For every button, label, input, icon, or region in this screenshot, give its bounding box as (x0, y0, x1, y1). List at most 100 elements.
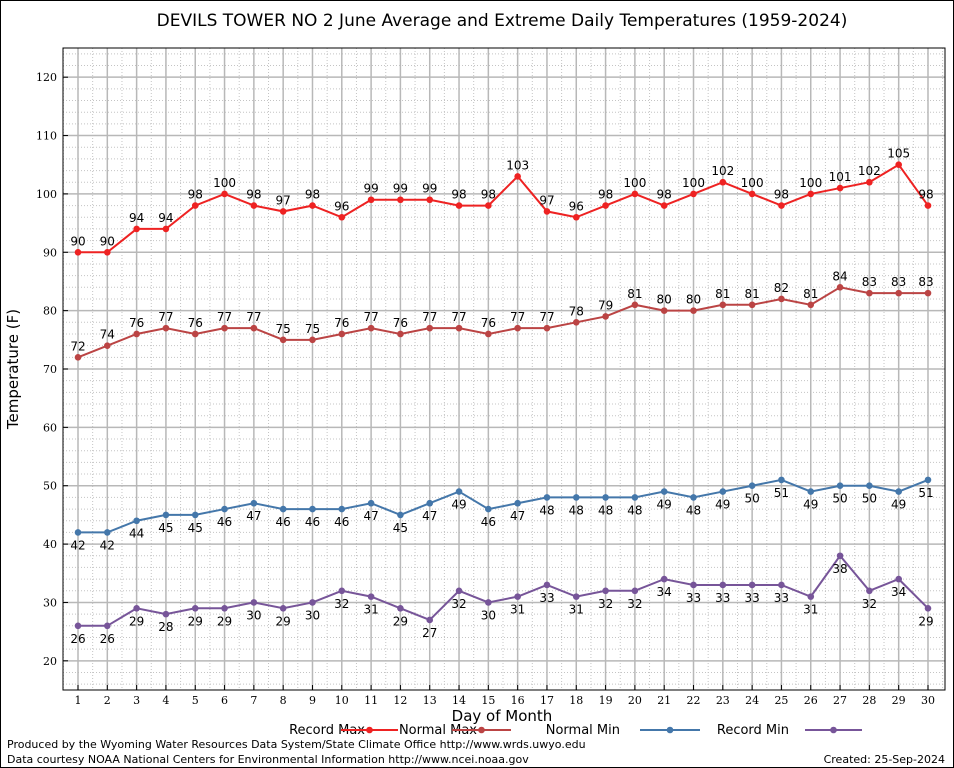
data-point-normal-max (631, 301, 639, 309)
x-tick-label: 11 (364, 694, 378, 707)
data-label-record-max: 99 (422, 182, 437, 196)
data-point-normal-max (338, 330, 346, 338)
data-label-normal-min: 44 (129, 527, 144, 541)
data-point-record-min (924, 604, 932, 612)
data-label-record-min: 30 (481, 608, 496, 622)
data-point-record-max (778, 202, 785, 209)
data-label-record-min: 26 (100, 632, 115, 646)
x-tick-label: 18 (569, 694, 583, 707)
series-line-record-max (78, 163, 929, 254)
major-grid (63, 48, 945, 690)
data-point-normal-min (895, 488, 902, 495)
data-label-record-max: 98 (598, 188, 613, 202)
data-label-record-min: 32 (334, 597, 349, 611)
footer-credit-wrds: Produced by the Wyoming Water Resources … (7, 738, 586, 751)
data-point-normal-min (133, 517, 140, 525)
x-tick-label: 16 (511, 694, 525, 707)
data-point-normal-max (514, 324, 521, 332)
data-point-record-max (367, 196, 375, 204)
series-record-min: 26 26 29 28 29 29 30 29 30 32 31 29 27 32 30 31 33 31 32 32… (70, 552, 934, 646)
legend-swatch-marker (366, 726, 373, 734)
data-point-normal-max (924, 289, 932, 297)
data-label-normal-min: 50 (862, 492, 877, 506)
data-label-normal-max: 79 (598, 298, 613, 312)
data-point-normal-min (807, 488, 815, 495)
data-label-record-min: 34 (657, 585, 672, 599)
data-point-normal-max (866, 289, 873, 297)
data-point-record-min (514, 593, 521, 600)
data-label-record-min: 33 (774, 591, 789, 605)
data-label-record-max: 98 (918, 188, 933, 202)
data-label-record-min: 33 (686, 591, 701, 605)
data-label-record-min: 38 (832, 562, 847, 576)
x-tick-label: 28 (862, 694, 876, 707)
data-point-record-min (660, 575, 668, 583)
data-label-record-min: 31 (569, 603, 584, 617)
data-label-normal-max: 77 (539, 310, 554, 324)
data-label-normal-max: 83 (862, 275, 877, 289)
data-point-normal-min (543, 494, 551, 501)
data-point-record-min (895, 575, 902, 583)
data-label-normal-max: 77 (510, 310, 525, 324)
data-label-normal-min: 45 (188, 521, 203, 535)
legend-swatch-marker (478, 726, 485, 734)
x-tick-label: 25 (774, 694, 788, 707)
data-label-record-max: 90 (70, 234, 85, 248)
data-point-normal-max (485, 330, 492, 338)
data-label-normal-max: 80 (686, 293, 701, 307)
series-layer: 90 90 94 94 98 100 98 97 98 96 99 99 99 98 98 103 97 96 98… (70, 147, 933, 646)
data-label-normal-min: 47 (363, 509, 378, 523)
data-label-normal-min: 51 (918, 486, 933, 500)
data-point-record-max (162, 225, 170, 233)
data-point-normal-min (719, 488, 727, 495)
y-tick-label: 20 (43, 655, 57, 668)
data-label-record-max: 102 (711, 164, 734, 178)
y-tick-label: 50 (43, 480, 57, 493)
data-point-record-max (485, 202, 492, 209)
data-label-normal-min: 46 (334, 515, 349, 529)
data-point-record-max (250, 202, 258, 209)
data-label-record-max: 98 (481, 188, 496, 202)
data-point-record-max (426, 196, 434, 204)
x-tick-label: 1 (75, 694, 82, 707)
data-point-record-max (719, 178, 727, 186)
data-label-normal-max: 76 (393, 316, 408, 330)
data-point-record-min (250, 599, 258, 606)
x-tick-label: 15 (481, 694, 495, 707)
data-point-normal-max (279, 336, 287, 344)
x-tick-label: 20 (628, 694, 642, 707)
data-label-normal-max: 75 (276, 322, 291, 336)
x-tick-label: 30 (921, 694, 935, 707)
data-point-normal-min (426, 499, 434, 507)
data-label-record-max: 105 (887, 147, 910, 161)
legend-label: Normal Min (546, 723, 620, 738)
data-point-record-max (133, 225, 140, 233)
data-label-normal-min: 48 (539, 503, 554, 517)
data-point-normal-max (133, 330, 140, 338)
data-label-normal-max: 80 (657, 293, 672, 307)
x-axis-ticks: 1 2 3 4 5 6 7 8 9 10 11 12 13 14 15 16 17 18 19 20 21 22 23 24 2… (75, 685, 935, 707)
data-point-record-max (836, 184, 844, 192)
data-point-record-min (690, 581, 697, 589)
data-point-normal-min (455, 488, 463, 495)
data-label-record-max: 94 (129, 211, 144, 225)
x-tick-label: 3 (133, 694, 140, 707)
data-label-record-max: 98 (305, 188, 320, 202)
y-tick-label: 100 (36, 188, 57, 201)
data-point-record-max (631, 190, 639, 198)
data-label-record-max: 102 (858, 164, 881, 178)
data-point-record-max (455, 202, 463, 209)
data-point-record-min (367, 593, 375, 600)
data-point-record-max (74, 248, 82, 256)
data-label-record-min: 32 (627, 597, 642, 611)
data-point-normal-max (426, 324, 434, 332)
data-label-normal-min: 47 (246, 509, 261, 523)
data-label-record-min: 33 (744, 591, 759, 605)
data-point-record-max (660, 202, 668, 209)
data-label-normal-max: 74 (100, 328, 115, 342)
data-point-normal-max (807, 301, 815, 309)
y-tick-label: 110 (36, 130, 57, 143)
data-label-normal-min: 48 (598, 503, 613, 517)
data-point-record-max (602, 202, 609, 209)
